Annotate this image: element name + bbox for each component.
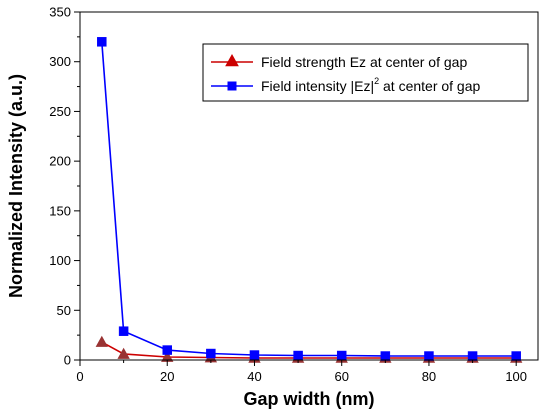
y-tick-label: 350: [49, 5, 71, 20]
data-point-field-intensity: [118, 326, 129, 336]
x-tick-label: 80: [422, 369, 436, 384]
legend-label-field-intensity-suffix: at center of gap: [379, 78, 480, 94]
data-point-field-intensity: [424, 351, 434, 361]
data-point-field-strength: [117, 347, 130, 359]
legend-entry-field-intensity: Field intensity |Ez|2 at center of gap: [211, 76, 481, 94]
y-tick-label: 0: [64, 353, 71, 368]
legend-marker-triangle: [225, 53, 239, 67]
x-tick-label: 40: [247, 369, 261, 384]
legend-label-field-intensity-main: Field intensity |Ez|: [261, 78, 374, 94]
data-point-field-intensity: [249, 350, 260, 360]
legend-marker-square: [227, 81, 237, 91]
data-point-field-intensity: [206, 348, 216, 359]
data-point-field-intensity: [467, 351, 478, 361]
axis-layer: 0 20 40 60 80 100 0 50 100 150 200 250 300 350: [49, 5, 539, 384]
y-tick-label: 100: [49, 253, 71, 268]
data-point-field-strength: [95, 335, 108, 347]
legend-label-field-strength: Field strength Ez at center of gap: [261, 54, 467, 70]
legend-box: [202, 43, 529, 102]
legend-label-superscript: 2: [374, 76, 379, 86]
data-point-field-intensity: [336, 350, 347, 361]
data-point-field-intensity: [293, 350, 303, 361]
y-tick-label: 150: [49, 203, 71, 218]
x-tick-label: 20: [160, 369, 174, 384]
x-tick-label: 60: [334, 369, 348, 384]
data-point-field-intensity: [511, 351, 521, 361]
x-axis-title: Gap width (nm): [244, 389, 375, 409]
legend-entry-field-strength: Field strength Ez at center of gap: [211, 53, 467, 70]
legend: Field strength Ez at center of gap Field…: [202, 43, 529, 102]
y-tick-label: 250: [49, 104, 71, 119]
y-tick-label: 300: [49, 54, 71, 69]
y-axis-title: Normalized Intensity (a.u.): [6, 74, 26, 298]
x-tick-label: 0: [76, 369, 83, 384]
data-point-field-intensity: [162, 345, 172, 355]
x-tick-label: 100: [505, 369, 527, 384]
y-tick-label: 200: [49, 154, 71, 169]
data-point-field-intensity: [97, 37, 107, 47]
y-tick-label: 50: [57, 303, 71, 318]
legend-label-field-intensity: Field intensity |Ez|2 at center of gap: [261, 76, 481, 94]
data-point-field-intensity: [380, 351, 391, 361]
